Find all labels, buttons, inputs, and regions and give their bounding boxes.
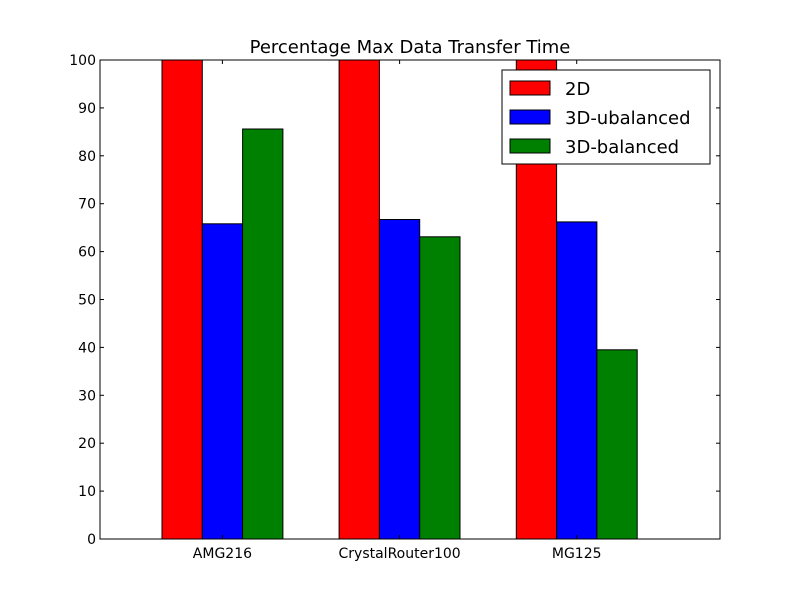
y-tick-label: 60 — [78, 245, 96, 261]
legend-label: 3D-balanced — [565, 137, 679, 158]
x-tick-label: MG125 — [552, 546, 602, 562]
y-tick-label: 30 — [78, 388, 96, 404]
y-tick-label: 20 — [78, 436, 96, 452]
legend: 2D 3D-ubalanced 3D-balanced — [501, 69, 711, 165]
bar-3d-balanced-mg125 — [596, 349, 638, 540]
bar-2d-crystalrouter100 — [338, 59, 380, 540]
legend-label: 3D-ubalanced — [565, 108, 691, 129]
bar-3d-ubalanced-amg216 — [201, 223, 244, 540]
y-tick-label: 40 — [78, 340, 96, 356]
legend-swatch — [509, 80, 551, 96]
bar-3d-balanced-amg216 — [242, 128, 284, 540]
ticks-layer: AMG216 CrystalRouter100 MG125 0 10 20 30 40 50 60… — [69, 53, 720, 562]
bars-layer — [161, 59, 638, 540]
legend-label: 2D — [565, 79, 590, 100]
x-tick-label: AMG216 — [193, 546, 252, 562]
y-tick-label: 100 — [69, 53, 96, 69]
legend-swatch — [509, 138, 551, 154]
bar-3d-ubalanced-mg125 — [556, 221, 598, 540]
bar-3d-balanced-crystalrouter100 — [419, 236, 461, 540]
y-tick-label: 90 — [78, 101, 96, 117]
y-tick-label: 50 — [78, 293, 96, 309]
bar-2d-amg216 — [161, 59, 203, 540]
y-tick-label: 70 — [78, 197, 96, 213]
y-tick-label: 0 — [87, 532, 96, 548]
plot-frame — [99, 59, 721, 540]
x-tick-label: CrystalRouter100 — [339, 546, 461, 562]
y-tick-label: 80 — [78, 149, 96, 165]
bar-3d-ubalanced-crystalrouter100 — [378, 219, 421, 540]
chart-title: Percentage Max Data Transfer Time — [250, 37, 571, 58]
legend-swatch — [509, 109, 551, 125]
y-tick-label: 10 — [78, 484, 96, 500]
